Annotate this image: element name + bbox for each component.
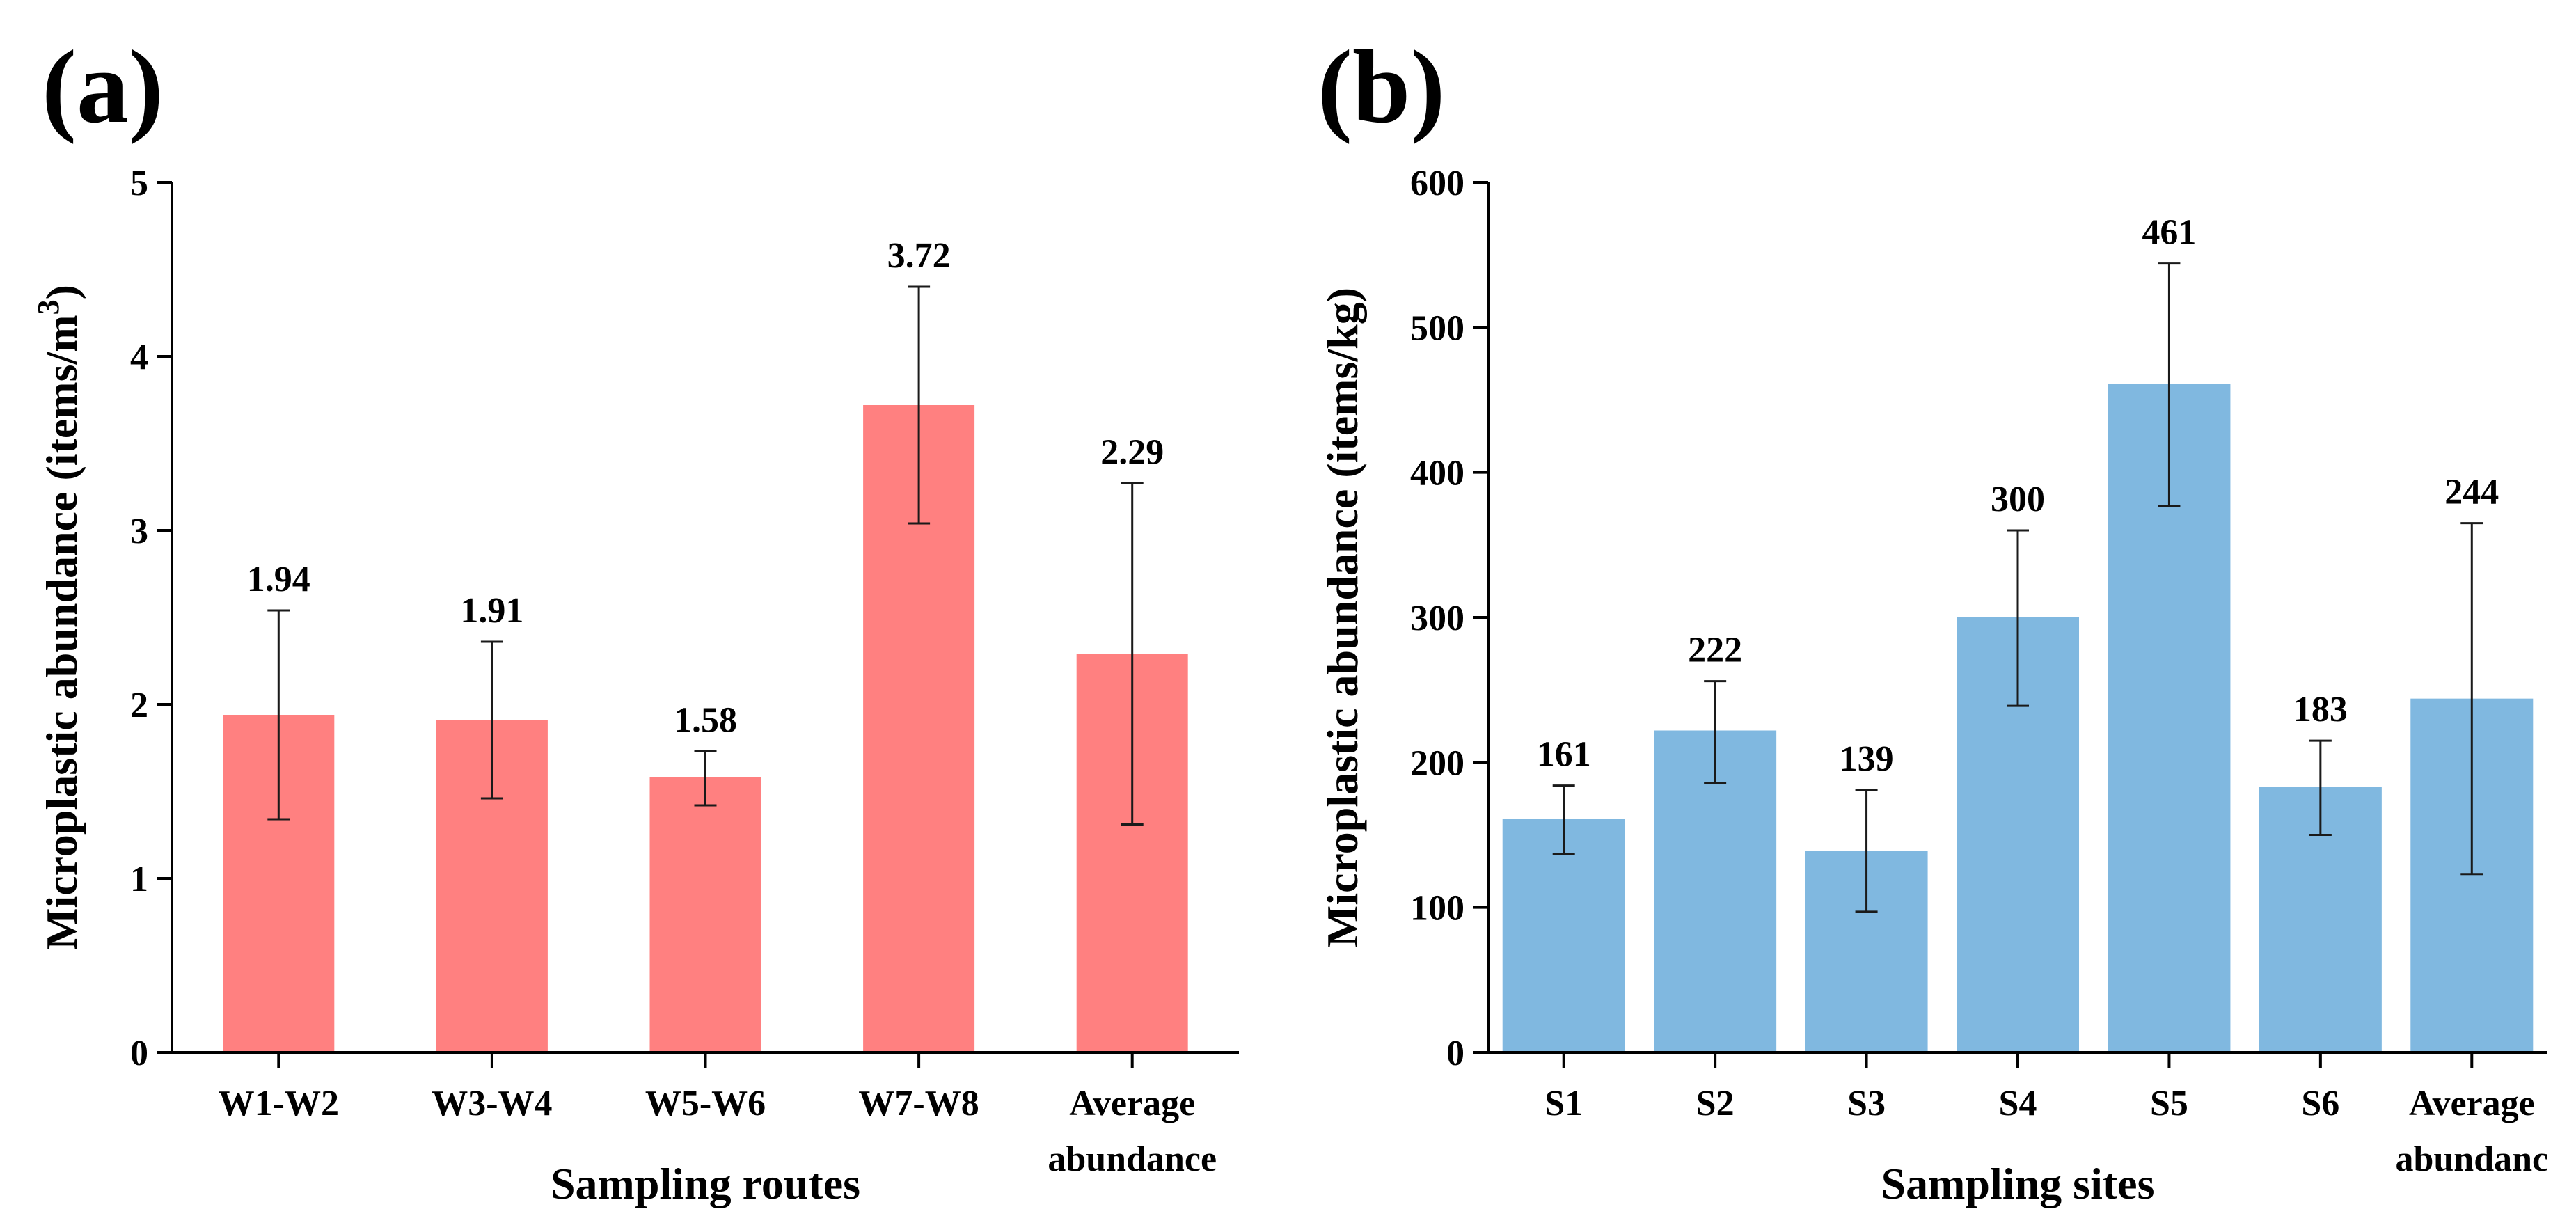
x-tick-label: W5-W6 xyxy=(645,1084,766,1123)
chart-panel-a: (a) 0 1 2 3 4 5 1.94 W1-W2 1.91 W3-W4 1.58 W5-W6 3.72… xyxy=(31,29,1239,1208)
x-tick-label: W7-W8 xyxy=(858,1084,979,1123)
data-label: 1.94 xyxy=(247,560,310,599)
x-tick-label: S4 xyxy=(1999,1084,2037,1123)
y-tick-label: 0 xyxy=(130,1034,148,1073)
x-tick-label: Average xyxy=(1069,1084,1195,1123)
y-tick-label: 100 xyxy=(1410,889,1464,929)
data-label: 2.29 xyxy=(1100,433,1164,473)
y-axis-title-text: Microplastic abundance (items/m xyxy=(37,315,86,950)
y-tick-label: 200 xyxy=(1410,743,1464,783)
panel-label: (b) xyxy=(1318,29,1445,145)
x-tick-label: W3-W4 xyxy=(432,1084,552,1123)
y-tick-label: 4 xyxy=(130,338,148,377)
data-label: 222 xyxy=(1688,631,1742,670)
y-tick-label: 5 xyxy=(130,164,148,203)
x-tick-label: W1-W2 xyxy=(219,1084,339,1123)
y-tick-label: 3 xyxy=(130,512,148,551)
y-axis-title: Microplastic abundance (items/m3) xyxy=(31,285,86,950)
bar-s1 xyxy=(1502,819,1625,1052)
data-label: 183 xyxy=(2293,690,2348,729)
data-label: 244 xyxy=(2444,473,2499,512)
y-axis-title-close: ) xyxy=(37,285,86,299)
x-axis-title: Sampling routes xyxy=(551,1159,860,1208)
x-tick-label: S6 xyxy=(2301,1084,2339,1123)
data-label: 139 xyxy=(1840,739,1894,779)
y-tick-label: 0 xyxy=(1446,1034,1464,1073)
data-label: 1.91 xyxy=(460,591,523,631)
bar-s2 xyxy=(1654,730,1777,1052)
x-axis-title: Sampling sites xyxy=(1881,1159,2155,1208)
panel-label: (a) xyxy=(42,29,164,145)
y-tick-label: 2 xyxy=(130,686,148,725)
data-label: 300 xyxy=(1991,480,2045,519)
y-tick-label: 1 xyxy=(130,860,148,899)
y-tick-label: 600 xyxy=(1410,164,1464,203)
x-tick-label: Average xyxy=(2409,1084,2535,1123)
x-tick-label: S5 xyxy=(2150,1084,2188,1123)
data-label: 1.58 xyxy=(674,701,737,741)
x-tick-label: S1 xyxy=(1544,1084,1583,1123)
y-tick-label: 400 xyxy=(1410,454,1464,493)
y-tick-label: 300 xyxy=(1410,599,1464,638)
data-label: 3.72 xyxy=(887,236,951,276)
x-tick-label: abundance xyxy=(1048,1139,1217,1179)
data-label: 461 xyxy=(2142,213,2196,253)
x-tick-label: abundanc xyxy=(2395,1139,2548,1179)
y-axis-title-superscript: 3 xyxy=(31,299,65,315)
y-axis-title: Microplastic abundance (items/kg) xyxy=(1318,287,1367,947)
bar-w5-w6 xyxy=(649,777,761,1052)
x-tick-label: S3 xyxy=(1847,1084,1886,1123)
y-tick-label: 500 xyxy=(1410,308,1464,348)
x-tick-label: S2 xyxy=(1696,1084,1735,1123)
data-label: 161 xyxy=(1537,735,1591,775)
chart-panel-b: (b) 0 100 200 300 400 500 600 161 S1 222 S2 139 S3 300… xyxy=(1318,29,2548,1208)
y-axis-title-text: Microplastic abundance (items/kg) xyxy=(1318,287,1367,947)
